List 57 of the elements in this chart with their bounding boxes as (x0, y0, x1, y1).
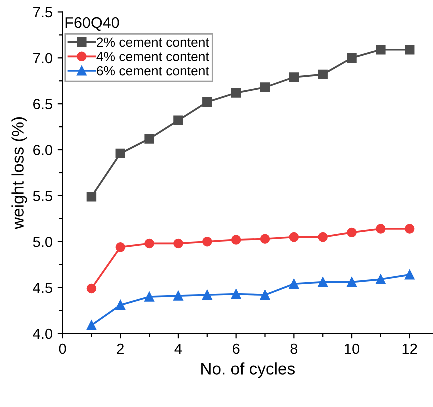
point (318, 277, 328, 288)
point (144, 134, 154, 144)
point (231, 88, 242, 98)
point (347, 228, 357, 238)
point (289, 232, 300, 242)
point (144, 292, 154, 302)
point (202, 237, 212, 247)
y-tick-label: 7.0 (34, 53, 52, 64)
y-tick-label: 7.5 (34, 7, 52, 18)
point (174, 291, 184, 301)
point (376, 224, 386, 234)
point (116, 148, 126, 159)
y-tick-label: 6.5 (34, 99, 52, 110)
point (174, 238, 184, 249)
point (231, 289, 242, 300)
legend-label: 4% cement content (96, 52, 210, 62)
y-tick-label: 4.5 (33, 283, 52, 294)
x-axis-title: No. of cycles (202, 362, 295, 378)
point (116, 242, 126, 252)
point (405, 45, 415, 55)
point (318, 232, 328, 242)
point (144, 238, 154, 249)
point (174, 116, 184, 126)
point (260, 82, 270, 92)
point (289, 72, 300, 82)
point (289, 279, 300, 289)
x-tick-label: 10 (345, 344, 360, 354)
point (86, 192, 97, 202)
y-tick-label: 6.0 (34, 145, 52, 156)
legend-label: 2% cement content (97, 38, 210, 48)
x-tick-label: 12 (402, 344, 418, 354)
point (347, 53, 357, 64)
point (405, 224, 415, 234)
point (202, 97, 212, 108)
x-tick-label: 0 (59, 344, 66, 354)
x-tick-label: 6 (233, 344, 240, 354)
legend-label: 6% cement content (97, 66, 210, 76)
text: 4.0 (33, 328, 52, 340)
point (116, 300, 126, 310)
x-tick-label: 8 (290, 344, 298, 354)
annotation: F60Q40 (66, 17, 120, 31)
point (231, 235, 242, 245)
point (260, 290, 270, 300)
point (318, 70, 328, 80)
y-tick-label: 5.5 (33, 191, 52, 202)
point (347, 277, 357, 288)
y-tick-label: 5.0 (33, 236, 52, 248)
point (376, 274, 386, 284)
point (202, 290, 212, 300)
point (86, 284, 97, 294)
point (260, 234, 270, 244)
y-axis-title: weight loss (%) (12, 118, 28, 230)
x-tick-label: 4 (174, 344, 182, 354)
point (376, 45, 386, 55)
point (405, 270, 415, 280)
point (86, 320, 97, 330)
x-tick-label: 2 (117, 344, 124, 354)
